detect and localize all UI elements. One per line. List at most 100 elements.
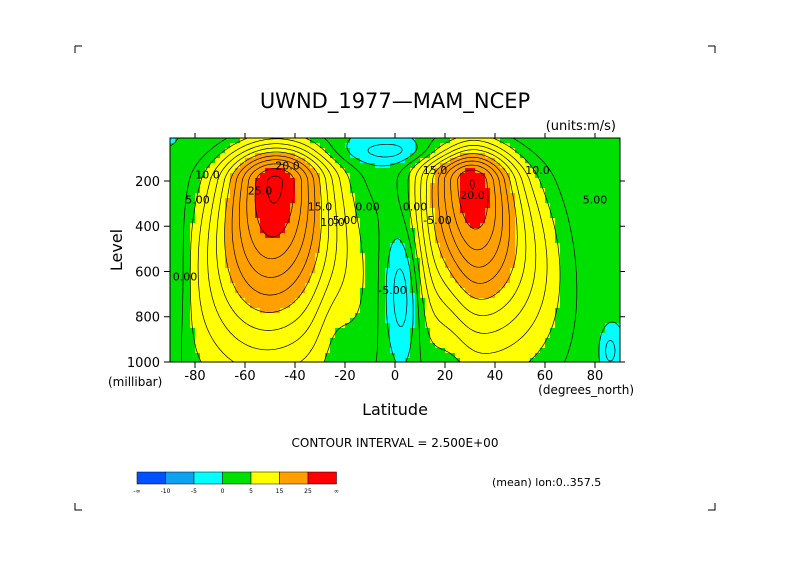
contour-cell: [280, 308, 286, 314]
contour-cell: [270, 298, 276, 304]
contour-cell: [235, 238, 241, 244]
contour-cell: [185, 258, 191, 264]
x-tick-label: 0: [391, 369, 399, 384]
contour-cell: [255, 253, 261, 259]
contour-cell: [445, 173, 451, 179]
contour-cell: [385, 228, 391, 234]
contour-cell: [485, 333, 491, 339]
contour-cell: [220, 328, 226, 334]
contour-cell: [580, 338, 586, 344]
contour-line: [266, 175, 475, 204]
contour-cell: [510, 233, 516, 239]
contour-cell: [445, 183, 451, 189]
contour-cell: [260, 313, 266, 319]
contour-cell: [545, 153, 551, 159]
contour-cell: [590, 193, 596, 199]
contour-cell: [505, 338, 511, 344]
contour-cell: [380, 258, 386, 264]
contour-cell: [355, 233, 361, 239]
contour-cell: [260, 283, 266, 289]
contour-cell: [475, 273, 481, 279]
contour-cell: [590, 283, 596, 289]
contour-cell: [220, 323, 226, 329]
contour-cell: [500, 248, 506, 254]
contour-cell: [380, 308, 386, 314]
contour-cell: [325, 318, 331, 324]
contour-cell: [575, 333, 581, 339]
contour-cell: [330, 218, 336, 224]
contour-cell: [180, 213, 186, 219]
contour-cell: [220, 228, 226, 234]
contour-cell: [455, 203, 461, 209]
contour-cell: [480, 288, 486, 294]
contour-cell: [450, 323, 456, 329]
contour-cell: [430, 243, 436, 249]
contour-cell: [345, 143, 351, 149]
contour-cell: [505, 218, 511, 224]
contour-cell: [295, 248, 301, 254]
contour-cell: [465, 348, 471, 354]
contour-cell: [330, 243, 336, 249]
contour-cell: [265, 343, 271, 349]
contour-cell: [465, 188, 471, 194]
contour-cell: [205, 213, 211, 219]
contour-cell: [590, 338, 596, 344]
contour-cell: [380, 278, 386, 284]
contour-cell: [425, 253, 431, 259]
contour-cell: [285, 208, 291, 214]
contour-cell: [450, 293, 456, 299]
contour-cell: [450, 193, 456, 199]
contour-cell: [590, 153, 596, 159]
contour-cell: [515, 188, 521, 194]
contour-cell: [610, 243, 616, 249]
contour-cell: [225, 148, 231, 154]
contour-cell: [270, 223, 276, 229]
contour-cell: [420, 253, 426, 259]
contour-cell: [390, 248, 396, 254]
contour-cell: [185, 313, 191, 319]
contour-cell: [480, 318, 486, 324]
contour-cell: [295, 168, 301, 174]
contour-cell: [530, 233, 536, 239]
contour-cell: [445, 238, 451, 244]
contour-cell: [205, 348, 211, 354]
contour-cell: [420, 353, 426, 359]
contour-cell: [425, 288, 431, 294]
contour-cell: [590, 353, 596, 359]
contour-cell: [480, 163, 486, 169]
contour-cell: [285, 248, 291, 254]
contour-cell: [550, 233, 556, 239]
contour-cell: [400, 228, 406, 234]
contour-cell: [355, 193, 361, 199]
contour-cell: [570, 163, 576, 169]
contour-cell: [525, 343, 531, 349]
contour-cell: [510, 168, 516, 174]
contour-cell: [310, 223, 316, 229]
contour-cell: [590, 298, 596, 304]
contour-cell: [445, 303, 451, 309]
contour-cell: [355, 228, 361, 234]
contour-value-label: 0.00: [355, 200, 380, 213]
contour-cell: [500, 223, 506, 229]
contour-cell: [550, 268, 556, 274]
contour-cell: [400, 303, 406, 309]
contour-cell: [445, 208, 451, 214]
contour-cell: [445, 243, 451, 249]
contour-cell: [565, 263, 571, 269]
contour-cell: [210, 223, 216, 229]
contour-cell: [350, 353, 356, 359]
contour-cell: [565, 178, 571, 184]
contour-cell: [520, 198, 526, 204]
contour-cell: [320, 238, 326, 244]
contour-cell: [425, 208, 431, 214]
contour-cell: [435, 228, 441, 234]
contour-cell: [425, 308, 431, 314]
contour-cell: [310, 143, 316, 149]
contour-cell: [335, 153, 341, 159]
contour-cell: [280, 168, 286, 174]
contour-cell: [430, 238, 436, 244]
contour-cell: [245, 163, 251, 169]
contour-cell: [415, 328, 421, 334]
contour-cell: [265, 293, 271, 299]
contour-cell: [250, 343, 256, 349]
